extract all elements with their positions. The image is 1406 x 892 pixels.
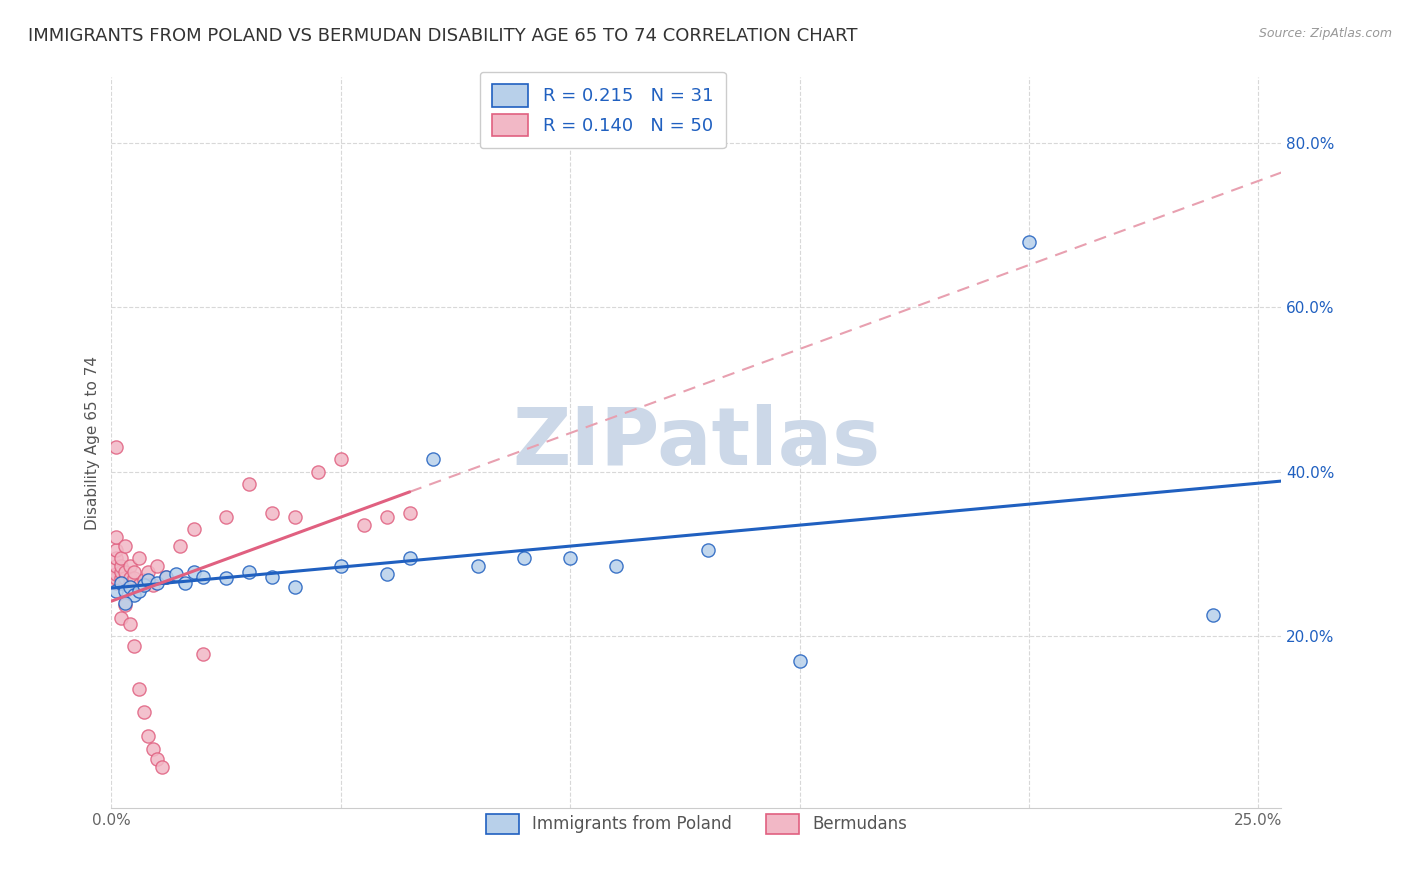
- Point: [142, 742, 165, 756]
- Point: [105, 583, 128, 598]
- Point: [110, 550, 132, 565]
- Point: [1018, 235, 1040, 249]
- Point: [260, 570, 283, 584]
- Point: [193, 570, 215, 584]
- Point: [307, 465, 329, 479]
- Point: [146, 752, 169, 766]
- Point: [183, 565, 205, 579]
- Point: [118, 616, 141, 631]
- Point: [128, 682, 150, 697]
- Point: [193, 647, 215, 661]
- Point: [105, 575, 128, 590]
- Y-axis label: Disability Age 65 to 74: Disability Age 65 to 74: [86, 356, 100, 530]
- Point: [128, 550, 150, 565]
- Point: [284, 509, 307, 524]
- Point: [183, 522, 205, 536]
- Point: [398, 506, 420, 520]
- Point: [118, 572, 141, 586]
- Point: [110, 565, 132, 579]
- Point: [124, 565, 146, 579]
- Point: [114, 565, 136, 579]
- Point: [169, 539, 191, 553]
- Point: [146, 559, 169, 574]
- Point: [124, 639, 146, 653]
- Point: [136, 573, 159, 587]
- Point: [118, 580, 141, 594]
- Point: [128, 583, 150, 598]
- Text: IMMIGRANTS FROM POLAND VS BERMUDAN DISABILITY AGE 65 TO 74 CORRELATION CHART: IMMIGRANTS FROM POLAND VS BERMUDAN DISAB…: [28, 27, 858, 45]
- Point: [110, 611, 132, 625]
- Point: [118, 559, 141, 574]
- Point: [215, 572, 238, 586]
- Point: [132, 705, 155, 719]
- Point: [114, 572, 136, 586]
- Point: [128, 578, 150, 592]
- Point: [1201, 608, 1223, 623]
- Point: [136, 729, 159, 743]
- Point: [215, 509, 238, 524]
- Point: [114, 598, 136, 612]
- Point: [146, 575, 169, 590]
- Point: [173, 575, 195, 590]
- Legend: Immigrants from Poland, Bermudans: Immigrants from Poland, Bermudans: [475, 804, 917, 844]
- Point: [165, 567, 187, 582]
- Point: [238, 477, 260, 491]
- Point: [110, 559, 132, 574]
- Text: Source: ZipAtlas.com: Source: ZipAtlas.com: [1258, 27, 1392, 40]
- Point: [105, 567, 128, 582]
- Point: [118, 575, 141, 590]
- Point: [132, 578, 155, 592]
- Point: [513, 550, 536, 565]
- Point: [110, 572, 132, 586]
- Point: [136, 565, 159, 579]
- Point: [789, 654, 811, 668]
- Point: [105, 559, 128, 574]
- Point: [155, 570, 177, 584]
- Point: [110, 575, 132, 590]
- Point: [155, 570, 177, 584]
- Point: [260, 506, 283, 520]
- Point: [105, 550, 128, 565]
- Point: [114, 583, 136, 598]
- Text: ZIPatlas: ZIPatlas: [512, 404, 880, 482]
- Point: [150, 760, 173, 774]
- Point: [605, 559, 627, 574]
- Point: [422, 452, 444, 467]
- Point: [467, 559, 489, 574]
- Point: [329, 559, 352, 574]
- Point: [124, 572, 146, 586]
- Point: [398, 550, 420, 565]
- Point: [114, 539, 136, 553]
- Point: [105, 440, 128, 454]
- Point: [132, 573, 155, 587]
- Point: [375, 567, 398, 582]
- Point: [353, 518, 375, 533]
- Point: [105, 542, 128, 557]
- Point: [238, 565, 260, 579]
- Point: [105, 572, 128, 586]
- Point: [114, 596, 136, 610]
- Point: [560, 550, 582, 565]
- Point: [114, 575, 136, 590]
- Point: [284, 580, 307, 594]
- Point: [124, 588, 146, 602]
- Point: [696, 542, 718, 557]
- Point: [375, 509, 398, 524]
- Point: [142, 578, 165, 592]
- Point: [329, 452, 352, 467]
- Point: [105, 530, 128, 544]
